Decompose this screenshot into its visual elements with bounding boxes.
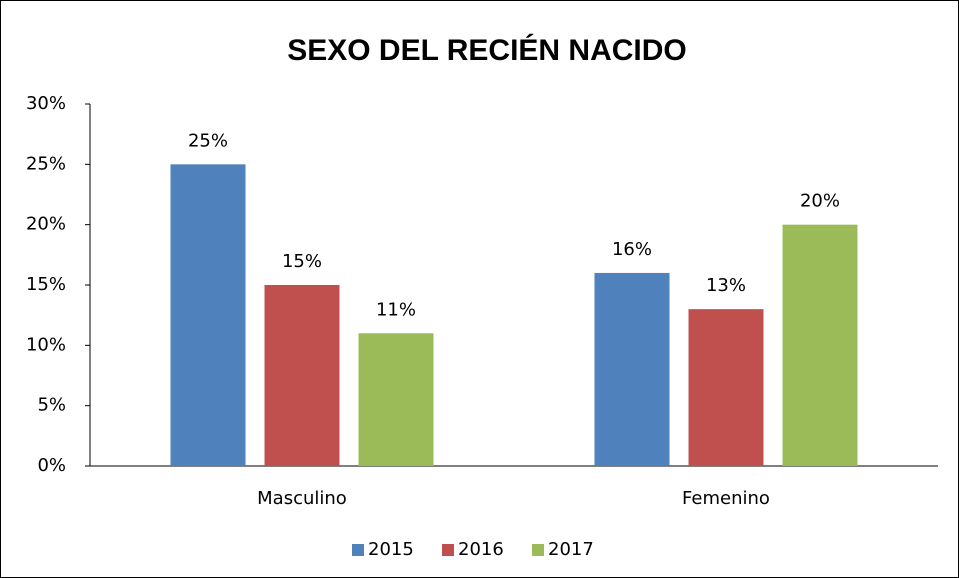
y-tick-label: 5%	[37, 395, 66, 416]
data-label: 20%	[800, 191, 840, 212]
data-label: 11%	[376, 299, 416, 320]
legend-label: 2017	[548, 539, 594, 560]
legend-swatch	[442, 544, 454, 556]
y-tick-label: 10%	[26, 334, 66, 355]
legend-label: 2016	[458, 539, 504, 560]
y-tick-label: 25%	[26, 153, 66, 174]
data-label: 25%	[188, 130, 228, 151]
data-label: 16%	[612, 239, 652, 260]
data-label: 13%	[706, 275, 746, 296]
bar	[782, 224, 858, 466]
x-tick-label: Femenino	[682, 488, 770, 509]
y-tick-label: 15%	[26, 274, 66, 295]
y-tick-label: 0%	[37, 455, 66, 476]
data-label: 15%	[282, 251, 322, 272]
bar	[594, 272, 670, 466]
y-tick-label: 30%	[26, 93, 66, 114]
bar	[688, 309, 764, 466]
legend-label: 2015	[368, 539, 414, 560]
legend-swatch	[352, 544, 364, 556]
bar	[358, 333, 434, 466]
chart-title: SEXO DEL RECIÉN NACIDO	[287, 33, 687, 67]
bar	[170, 164, 246, 467]
x-tick-label: Masculino	[257, 488, 347, 509]
legend-swatch	[532, 544, 544, 556]
y-tick-label: 20%	[26, 214, 66, 235]
bar	[264, 285, 340, 466]
